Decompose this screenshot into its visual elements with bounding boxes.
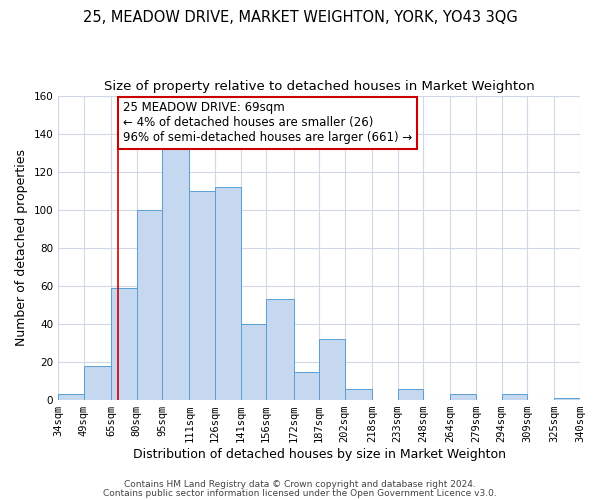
Text: 25, MEADOW DRIVE, MARKET WEIGHTON, YORK, YO43 3QG: 25, MEADOW DRIVE, MARKET WEIGHTON, YORK,… [83,10,517,25]
Bar [137,210,162,400]
Title: Size of property relative to detached houses in Market Weighton: Size of property relative to detached ho… [104,80,535,93]
Bar [451,394,476,400]
Bar [111,288,137,400]
Bar [241,324,266,400]
Bar [502,394,527,400]
Bar [215,187,241,400]
Bar [84,366,111,400]
Bar [162,147,190,400]
Text: Contains public sector information licensed under the Open Government Licence v3: Contains public sector information licen… [103,488,497,498]
X-axis label: Distribution of detached houses by size in Market Weighton: Distribution of detached houses by size … [133,448,506,461]
Bar [190,190,215,400]
Bar [266,299,293,400]
Y-axis label: Number of detached properties: Number of detached properties [15,150,28,346]
Bar [554,398,580,400]
Bar [58,394,84,400]
Text: Contains HM Land Registry data © Crown copyright and database right 2024.: Contains HM Land Registry data © Crown c… [124,480,476,489]
Bar [293,372,319,400]
Bar [398,388,423,400]
Bar [344,388,372,400]
Bar [319,339,344,400]
Text: 25 MEADOW DRIVE: 69sqm
← 4% of detached houses are smaller (26)
96% of semi-deta: 25 MEADOW DRIVE: 69sqm ← 4% of detached … [123,102,412,144]
